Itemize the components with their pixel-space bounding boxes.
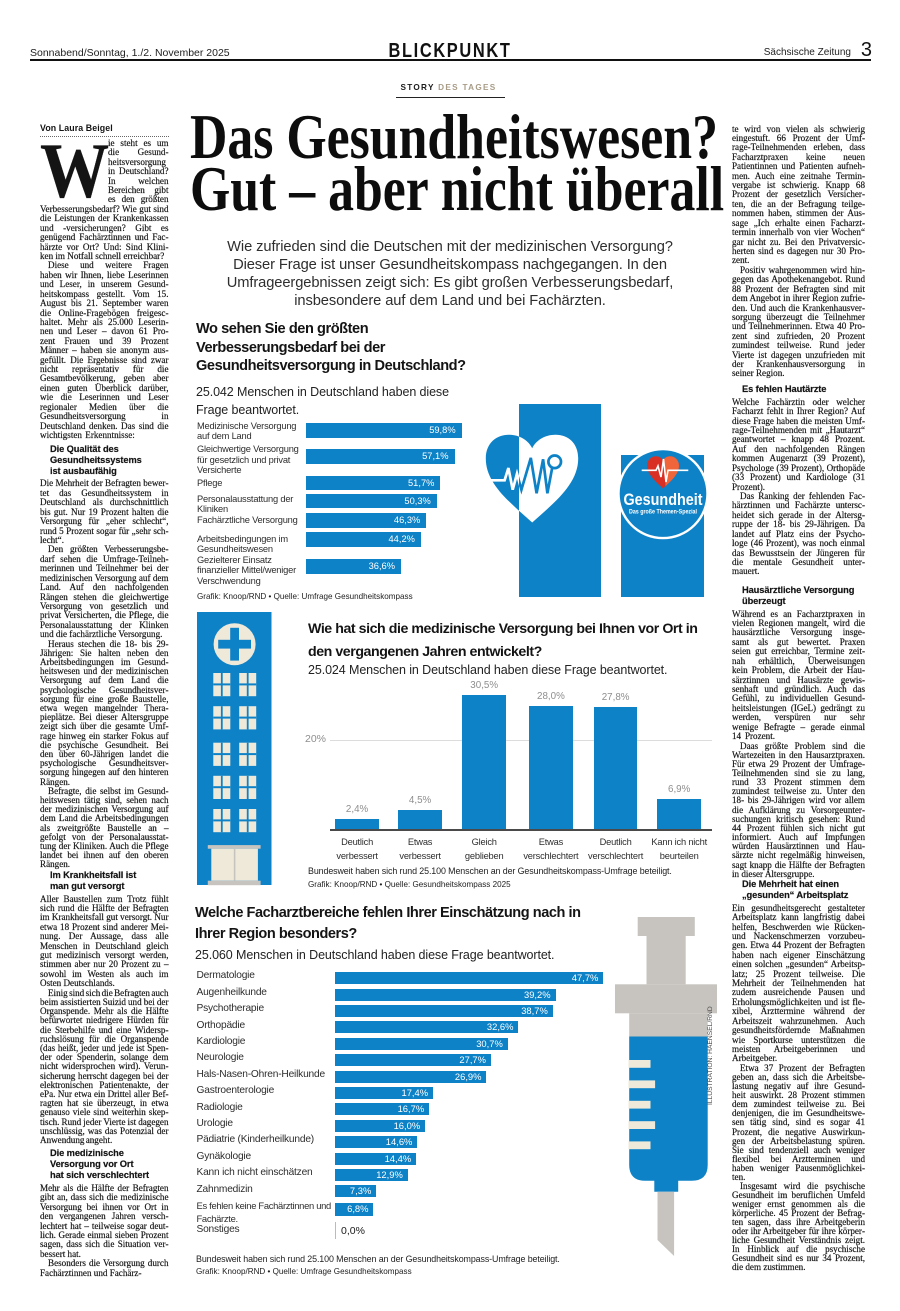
svg-text:Gesundheit: Gesundheit [624,490,703,509]
svg-text:Das große Themen-Spezial: Das große Themen-Spezial [629,509,697,516]
svg-text:ILLUSTRATION: HAENSEL/RND: ILLUSTRATION: HAENSEL/RND [707,1006,714,1105]
